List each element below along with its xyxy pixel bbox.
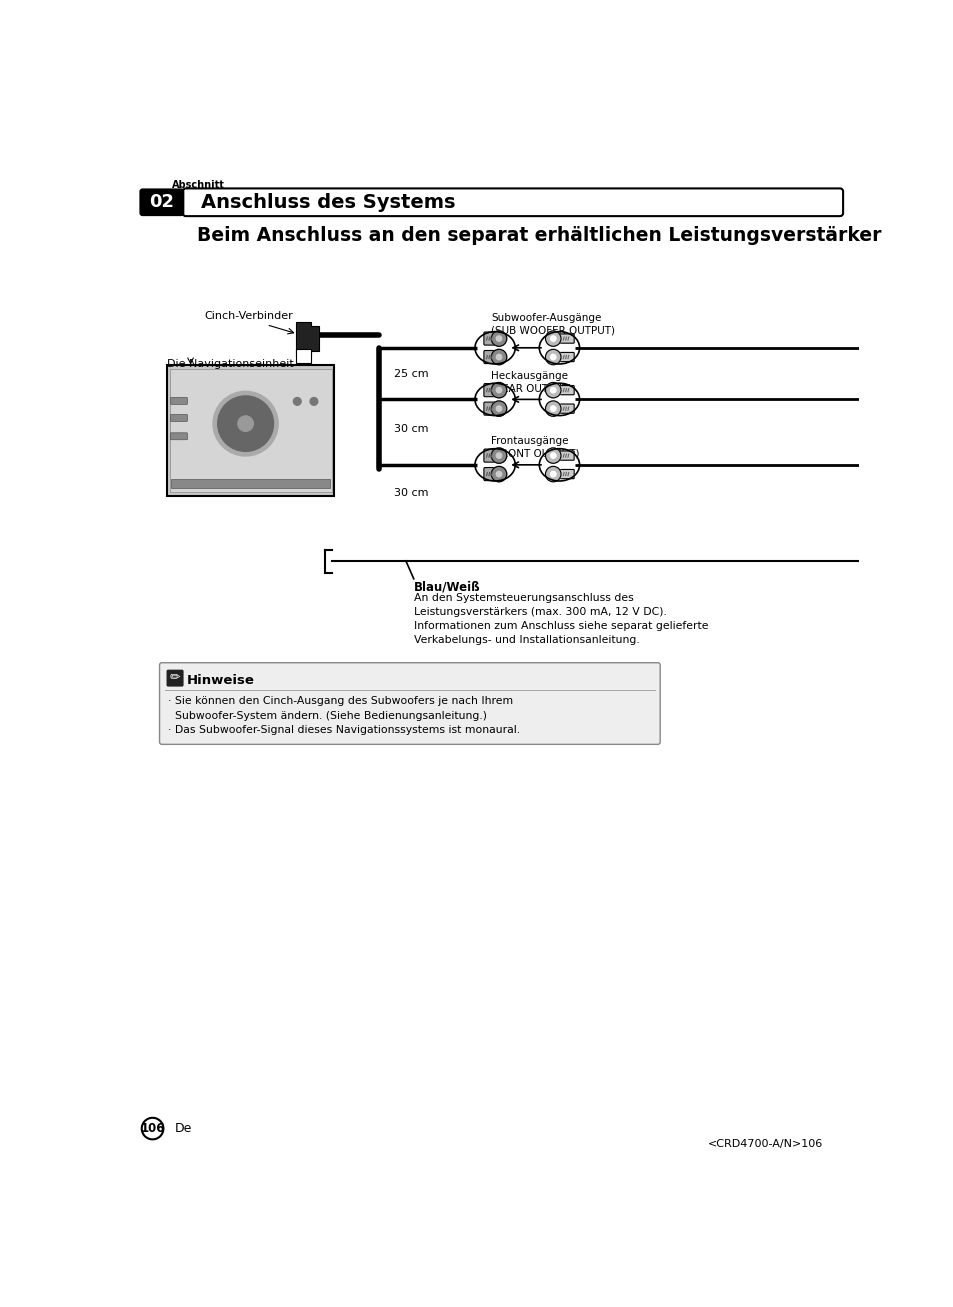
Circle shape — [213, 391, 278, 456]
Text: 30 cm: 30 cm — [394, 423, 429, 434]
Text: Cinch-Verbinder: Cinch-Verbinder — [204, 311, 293, 320]
Circle shape — [545, 349, 560, 365]
FancyBboxPatch shape — [483, 384, 497, 397]
Circle shape — [496, 472, 501, 477]
FancyBboxPatch shape — [483, 350, 497, 363]
Circle shape — [550, 387, 556, 393]
FancyBboxPatch shape — [483, 450, 497, 463]
Circle shape — [237, 416, 253, 431]
Text: Heckausgänge
(REAR OUTPUT): Heckausgänge (REAR OUTPUT) — [491, 371, 572, 393]
Text: ✏: ✏ — [170, 672, 180, 685]
Text: An den Systemsteuerungsanschluss des
Leistungsverstärkers (max. 300 mA, 12 V DC): An den Systemsteuerungsanschluss des Lei… — [414, 592, 707, 644]
FancyBboxPatch shape — [559, 469, 574, 478]
Circle shape — [545, 383, 560, 397]
FancyBboxPatch shape — [483, 468, 497, 481]
Circle shape — [217, 396, 274, 451]
Text: Die Navigationseinheit: Die Navigationseinheit — [167, 358, 294, 369]
FancyBboxPatch shape — [170, 369, 332, 491]
Text: Frontausgänge
(FRONT OUTPUT): Frontausgänge (FRONT OUTPUT) — [491, 437, 579, 459]
FancyBboxPatch shape — [559, 353, 574, 362]
Text: 02: 02 — [150, 193, 174, 212]
Text: Hinweise: Hinweise — [187, 674, 254, 687]
FancyBboxPatch shape — [483, 332, 497, 345]
FancyBboxPatch shape — [559, 404, 574, 413]
Text: Blau/Weiß: Blau/Weiß — [414, 580, 480, 593]
Circle shape — [491, 331, 506, 346]
Circle shape — [550, 454, 556, 459]
Circle shape — [545, 448, 560, 463]
Text: Abschnitt: Abschnitt — [172, 180, 225, 190]
Circle shape — [491, 467, 506, 482]
Circle shape — [545, 331, 560, 346]
Circle shape — [496, 387, 501, 393]
FancyBboxPatch shape — [171, 433, 187, 439]
FancyBboxPatch shape — [559, 335, 574, 344]
Circle shape — [550, 472, 556, 477]
Circle shape — [496, 336, 501, 341]
Circle shape — [545, 467, 560, 482]
FancyBboxPatch shape — [559, 451, 574, 460]
Circle shape — [491, 349, 506, 365]
Circle shape — [550, 336, 556, 341]
FancyBboxPatch shape — [167, 669, 183, 686]
Text: Beim Anschluss an den separat erhältlichen Leistungsverstärker: Beim Anschluss an den separat erhältlich… — [196, 226, 881, 246]
Polygon shape — [295, 349, 311, 363]
Text: <CRD4700-A/N>106: <CRD4700-A/N>106 — [707, 1138, 822, 1149]
FancyBboxPatch shape — [139, 188, 184, 216]
Circle shape — [294, 397, 301, 405]
Text: · Sie können den Cinch-Ausgang des Subwoofers je nach Ihrem
  Subwoofer-System ä: · Sie können den Cinch-Ausgang des Subwo… — [168, 695, 519, 736]
Circle shape — [491, 448, 506, 463]
Circle shape — [310, 397, 317, 405]
FancyBboxPatch shape — [167, 365, 334, 495]
Text: De: De — [174, 1123, 193, 1134]
Circle shape — [545, 401, 560, 417]
FancyBboxPatch shape — [171, 414, 187, 421]
FancyBboxPatch shape — [171, 397, 187, 404]
FancyBboxPatch shape — [559, 386, 574, 395]
Circle shape — [550, 354, 556, 359]
Circle shape — [496, 406, 501, 412]
Circle shape — [491, 401, 506, 417]
Text: 30 cm: 30 cm — [394, 488, 429, 498]
FancyBboxPatch shape — [171, 478, 330, 488]
Circle shape — [550, 406, 556, 412]
Circle shape — [496, 454, 501, 459]
Text: 106: 106 — [140, 1123, 165, 1134]
Polygon shape — [295, 323, 319, 356]
FancyBboxPatch shape — [183, 188, 842, 216]
Circle shape — [496, 354, 501, 359]
Text: Subwoofer-Ausgänge
(SUB WOOFER OUTPUT): Subwoofer-Ausgänge (SUB WOOFER OUTPUT) — [491, 314, 615, 336]
FancyBboxPatch shape — [159, 663, 659, 745]
FancyBboxPatch shape — [483, 403, 497, 416]
Text: 25 cm: 25 cm — [394, 369, 429, 379]
Text: Anschluss des Systems: Anschluss des Systems — [201, 192, 456, 212]
Circle shape — [491, 383, 506, 397]
